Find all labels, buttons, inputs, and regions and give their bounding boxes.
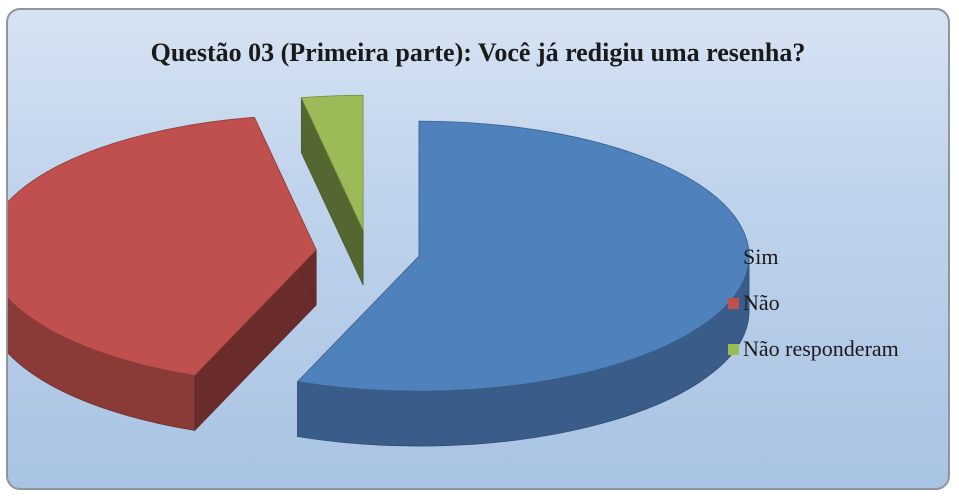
legend: Sim Não Não responderam — [728, 234, 899, 372]
legend-label-nao-responderam: Não responderam — [743, 336, 899, 361]
legend-item-sim: Sim — [728, 234, 899, 280]
chart-title: Questão 03 (Primeira parte): Você já red… — [150, 38, 806, 67]
legend-swatch-nao — [728, 297, 739, 309]
slice-nao-responderam — [300, 94, 364, 286]
slice-sim — [296, 120, 750, 447]
legend-item-nao-responderam: Não responderam — [728, 326, 899, 372]
slice-nao — [8, 116, 317, 432]
legend-swatch-nao-responderam — [728, 343, 739, 355]
pie-chart — [8, 94, 750, 447]
chart-area: Questão 03 (Primeira parte): Você já red… — [6, 8, 950, 490]
legend-label-sim: Sim — [743, 244, 779, 269]
legend-label-nao: Não — [743, 290, 780, 315]
legend-swatch-sim — [728, 251, 739, 263]
legend-item-nao: Não — [728, 280, 899, 326]
